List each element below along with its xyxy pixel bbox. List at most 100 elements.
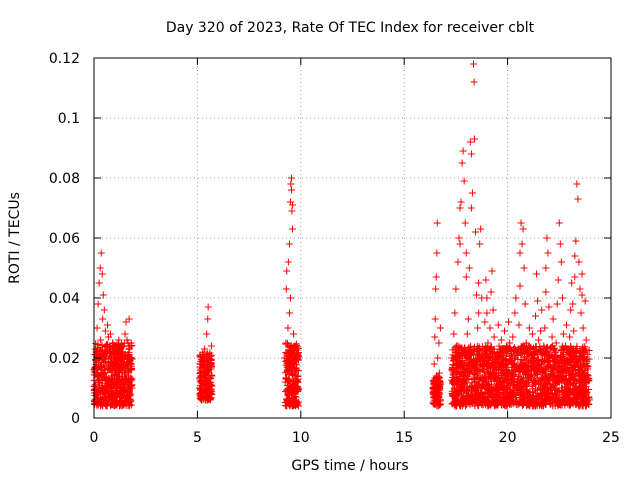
data-point bbox=[282, 395, 290, 403]
data-point bbox=[469, 60, 477, 68]
data-point bbox=[456, 204, 464, 212]
data-point bbox=[577, 369, 585, 377]
data-point bbox=[207, 342, 215, 350]
x-tick-label: 5 bbox=[193, 430, 202, 446]
data-point bbox=[463, 330, 471, 338]
data-point bbox=[462, 249, 470, 257]
data-point bbox=[544, 375, 552, 383]
data-point bbox=[99, 291, 107, 299]
data-point bbox=[471, 135, 479, 143]
data-point bbox=[576, 285, 584, 293]
data-point bbox=[433, 219, 441, 227]
data-point bbox=[568, 279, 576, 287]
data-point bbox=[518, 240, 526, 248]
data-point bbox=[533, 370, 541, 378]
data-point bbox=[474, 401, 482, 409]
data-point bbox=[482, 343, 490, 351]
data-point bbox=[577, 309, 585, 317]
data-point bbox=[94, 340, 102, 348]
data-point bbox=[570, 327, 578, 335]
data-point bbox=[521, 300, 529, 308]
data-point bbox=[460, 365, 468, 373]
data-point bbox=[461, 219, 469, 227]
data-point bbox=[534, 297, 542, 305]
data-point bbox=[459, 369, 467, 377]
data-point bbox=[509, 333, 517, 341]
data-point bbox=[121, 330, 129, 338]
data-point bbox=[482, 276, 490, 284]
data-point bbox=[452, 375, 460, 383]
data-point bbox=[291, 401, 299, 409]
data-point bbox=[544, 381, 552, 389]
data-point bbox=[101, 327, 109, 335]
data-point bbox=[292, 400, 300, 408]
data-point bbox=[432, 285, 440, 293]
data-point bbox=[517, 219, 525, 227]
data-point bbox=[466, 138, 474, 146]
data-point bbox=[98, 270, 106, 278]
data-point bbox=[561, 401, 569, 409]
data-point bbox=[566, 333, 574, 341]
data-point bbox=[460, 177, 468, 185]
data-point bbox=[465, 348, 473, 356]
data-point bbox=[549, 315, 557, 323]
data-point bbox=[293, 376, 301, 384]
data-point bbox=[285, 309, 293, 317]
data-point bbox=[512, 393, 519, 401]
data-point bbox=[555, 219, 563, 227]
data-point bbox=[287, 180, 295, 188]
data-point bbox=[108, 399, 116, 407]
y-tick-label: 0.12 bbox=[49, 51, 80, 67]
data-point bbox=[284, 258, 292, 266]
data-point bbox=[502, 364, 510, 372]
data-point bbox=[526, 371, 534, 379]
data-point bbox=[529, 383, 537, 391]
data-point bbox=[285, 343, 293, 351]
data-point bbox=[571, 273, 579, 281]
data-point bbox=[519, 225, 527, 233]
data-point bbox=[204, 358, 212, 366]
data-point bbox=[93, 324, 101, 332]
data-point bbox=[290, 389, 298, 397]
data-point bbox=[95, 279, 103, 287]
data-point bbox=[533, 270, 541, 278]
data-point bbox=[103, 321, 111, 329]
data-point bbox=[544, 357, 552, 365]
data-point bbox=[99, 315, 107, 323]
data-point bbox=[536, 392, 544, 400]
data-point bbox=[557, 384, 565, 392]
x-tick-label: 25 bbox=[602, 430, 620, 446]
data-point bbox=[582, 336, 590, 344]
data-point bbox=[287, 186, 295, 194]
x-axis-label: GPS time / hours bbox=[291, 458, 408, 474]
data-point bbox=[282, 285, 290, 293]
data-point bbox=[545, 303, 553, 311]
data-point bbox=[287, 369, 295, 377]
data-point bbox=[207, 363, 215, 371]
data-point bbox=[518, 346, 526, 354]
data-point bbox=[449, 361, 457, 369]
data-point bbox=[538, 306, 546, 314]
data-point bbox=[532, 312, 540, 320]
data-point bbox=[289, 344, 297, 352]
data-point bbox=[585, 346, 593, 354]
data-point bbox=[455, 343, 463, 351]
data-point bbox=[500, 327, 508, 335]
data-point bbox=[205, 395, 213, 403]
data-point bbox=[578, 291, 586, 299]
data-point bbox=[551, 387, 559, 395]
data-point bbox=[462, 273, 470, 281]
data-point bbox=[464, 315, 472, 323]
data-point bbox=[436, 324, 444, 332]
data-point bbox=[520, 384, 528, 392]
data-point bbox=[451, 309, 459, 317]
data-point bbox=[486, 324, 494, 332]
data-point bbox=[452, 285, 460, 293]
data-point bbox=[464, 387, 472, 395]
data-point bbox=[555, 365, 563, 373]
data-point bbox=[512, 383, 520, 391]
data-point bbox=[492, 399, 500, 407]
data-point bbox=[125, 315, 133, 323]
data-point bbox=[569, 300, 577, 308]
data-point bbox=[291, 392, 299, 400]
